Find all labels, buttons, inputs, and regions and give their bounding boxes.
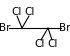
Text: Cl: Cl (25, 7, 35, 17)
Text: Br: Br (59, 23, 70, 33)
Text: Cl: Cl (35, 39, 45, 49)
Text: Br: Br (0, 23, 11, 33)
Text: Cl: Cl (12, 7, 22, 17)
Text: Cl: Cl (48, 39, 58, 49)
